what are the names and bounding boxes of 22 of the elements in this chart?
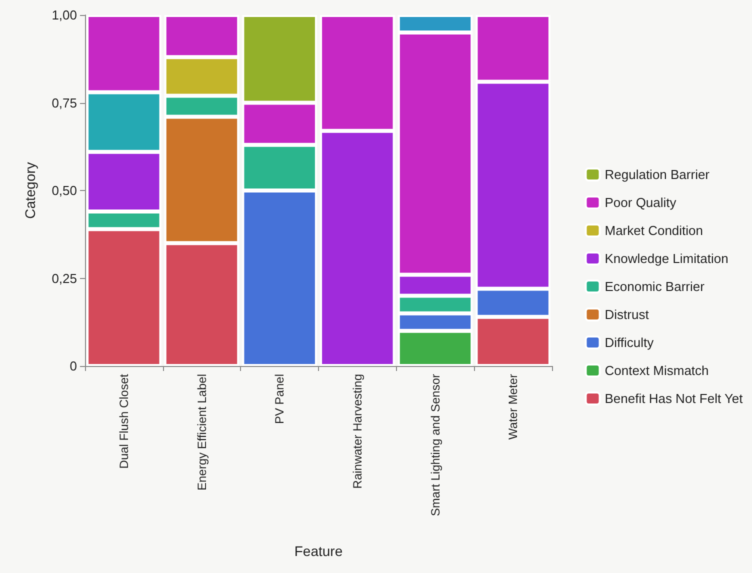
x-tick-label: Water Meter <box>506 374 520 440</box>
y-tick-label: 0,75 <box>52 95 77 110</box>
legend-label: Knowledge Limitation <box>604 251 728 266</box>
legend-label: Benefit Has Not Felt Yet <box>604 391 744 406</box>
y-tick-label: 0,50 <box>52 183 77 198</box>
x-tick-label: Energy Efficient Label <box>194 374 209 491</box>
legend-label: Context Mismatch <box>604 363 709 378</box>
legend-label: Poor Quality <box>604 195 677 210</box>
x-tick-label: Dual Flush Closet <box>116 373 131 469</box>
y-tick-label: 0,25 <box>52 270 77 286</box>
y-tick-label: 1,00 <box>52 8 77 22</box>
x-axis-title: Feature <box>294 543 343 559</box>
y-axis-title: Category <box>22 162 38 219</box>
legend-label: Market Condition <box>604 223 704 238</box>
legend-label: Regulation Barrier <box>604 167 710 182</box>
legend-label: Economic Barrier <box>604 279 706 294</box>
legend-label: Distrust <box>604 307 650 322</box>
x-tick-label: PV Panel <box>272 374 287 424</box>
legend-label: Difficulty <box>604 335 654 350</box>
x-tick-label: Rainwater Harvesting <box>350 374 364 489</box>
y-tick-label: 0 <box>70 358 77 374</box>
x-tick-label: Smart Lighting and Sensor <box>428 374 442 516</box>
